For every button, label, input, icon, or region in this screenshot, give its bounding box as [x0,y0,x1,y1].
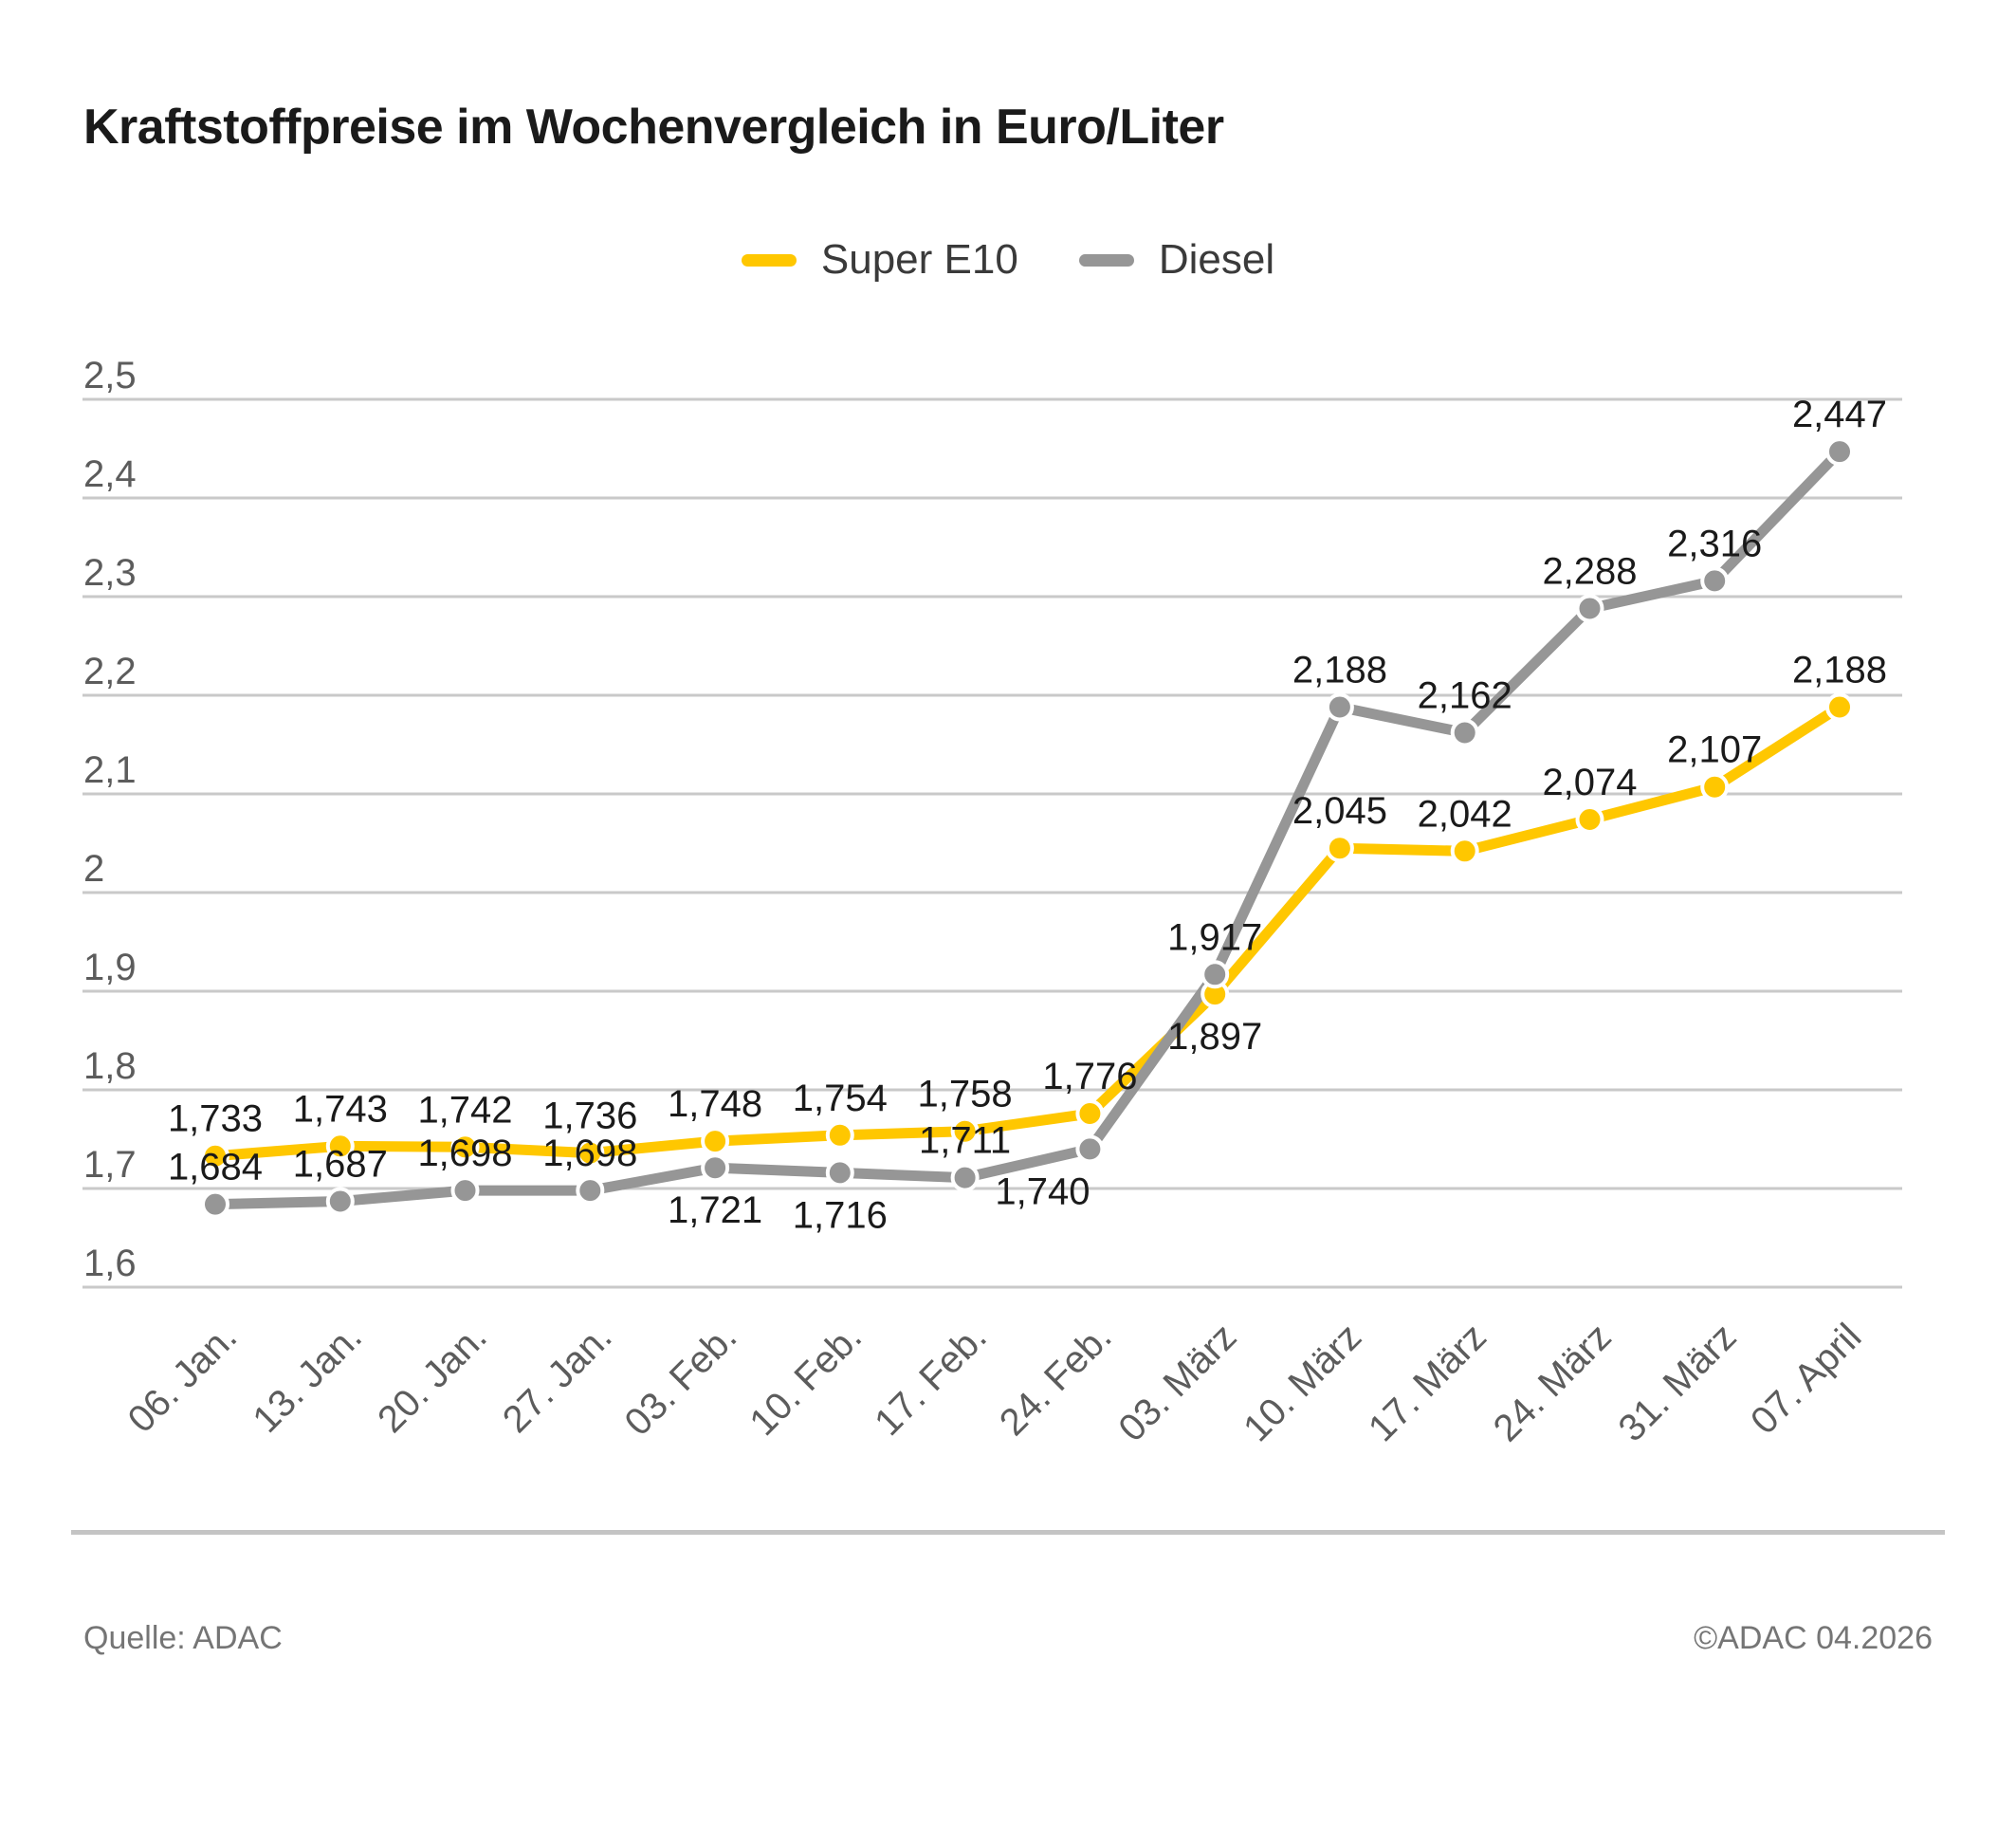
data-point-super-e10 [1575,805,1604,834]
y-tick-label: 2,5 [83,355,137,396]
data-label-diesel: 1,698 [417,1133,512,1174]
data-point-super-e10 [950,1116,980,1146]
legend-swatch-super-e10-icon [741,253,797,267]
y-tick-label: 1,6 [83,1243,137,1284]
data-point-diesel [1075,1134,1105,1164]
legend-item-diesel: Diesel [1078,236,1275,283]
x-tick-label: 31. März [1610,1316,1744,1449]
y-tick-label: 2,2 [83,651,137,692]
data-point-diesel [1700,566,1730,596]
footer-copyright: ©ADAC 04.2026 [1694,1620,1933,1656]
y-tick-label: 2,3 [83,552,137,594]
data-point-super-e10 [701,1127,730,1156]
y-tick-label: 2,4 [83,453,137,495]
data-label-diesel: 2,447 [1792,394,1887,435]
data-point-super-e10 [825,1120,854,1150]
y-tick-label: 1,9 [83,947,137,988]
legend-swatch-diesel-icon [1078,253,1134,267]
x-tick-label: 03. Feb. [617,1316,745,1444]
data-point-super-e10 [1825,692,1854,722]
series-line-diesel [210,446,1845,1210]
data-label-super-e10: 2,045 [1292,790,1387,832]
chart-title: Kraftstoffpreise im Wochenvergleich in E… [83,100,1224,155]
data-point-diesel [825,1158,854,1188]
data-label-diesel: 1,740 [995,1170,1090,1212]
data-label-super-e10: 1,742 [417,1089,512,1131]
data-point-super-e10 [1450,837,1479,866]
footer-divider [71,1530,1945,1535]
x-tick-label: 03. März [1110,1316,1244,1449]
data-point-super-e10 [450,1133,480,1162]
x-tick-label: 24. März [1486,1316,1620,1449]
x-tick-label: 06. Jan. [120,1316,246,1441]
legend: Super E10 Diesel [0,239,2016,281]
data-label-diesel: 1,721 [668,1189,762,1231]
data-point-super-e10 [325,1132,355,1161]
data-label-super-e10: 1,748 [668,1083,762,1125]
data-point-diesel [701,1153,730,1183]
data-label-super-e10: 1,897 [1167,1016,1262,1058]
data-label-super-e10: 2,107 [1667,729,1762,771]
data-label-super-e10: 1,758 [918,1074,1013,1115]
data-label-diesel: 2,188 [1292,650,1387,691]
data-label-super-e10: 1,733 [168,1098,263,1140]
series-line-super-e10 [210,702,1845,1162]
data-label-diesel: 1,684 [168,1147,263,1188]
data-point-diesel [950,1163,980,1192]
data-label-super-e10: 1,776 [1042,1056,1137,1097]
data-point-diesel [1200,960,1230,989]
data-label-super-e10: 2,042 [1418,793,1512,835]
data-point-super-e10 [1700,772,1730,801]
x-tick-label: 20. Jan. [370,1316,495,1441]
y-tick-label: 1,8 [83,1045,137,1087]
footer-source: Quelle: ADAC [83,1620,283,1656]
y-tick-label: 2,1 [83,749,137,791]
data-point-super-e10 [201,1141,229,1170]
data-label-diesel: 1,698 [542,1133,637,1174]
data-point-diesel [1575,594,1604,623]
data-point-super-e10 [576,1138,605,1168]
data-point-diesel [201,1189,229,1219]
legend-item-super-e10: Super E10 [741,236,1018,283]
data-point-diesel [325,1187,355,1216]
data-label-diesel: 2,288 [1542,551,1637,593]
data-label-diesel: 1,917 [1167,916,1262,958]
data-label-super-e10: 2,074 [1542,762,1637,803]
data-point-super-e10 [1325,834,1354,863]
data-point-diesel [576,1176,605,1206]
x-tick-label: 17. März [1361,1316,1494,1449]
x-tick-label: 27. Jan. [495,1316,620,1441]
data-label-super-e10: 1,754 [793,1078,888,1119]
x-tick-label: 10. März [1236,1316,1369,1449]
data-label-diesel: 2,316 [1667,523,1762,564]
data-label-diesel: 1,716 [793,1194,888,1236]
data-label-super-e10: 2,188 [1792,650,1887,691]
data-point-super-e10 [1075,1099,1105,1128]
x-tick-label: 24. Feb. [992,1316,1120,1444]
data-label-super-e10: 1,736 [542,1096,637,1137]
data-label-diesel: 1,687 [293,1144,388,1186]
x-tick-label: 07. April [1743,1316,1869,1442]
data-label-diesel: 1,711 [919,1120,1011,1162]
data-label-super-e10: 1,743 [293,1088,388,1130]
x-tick-label: 17. Feb. [867,1316,995,1444]
x-tick-label: 10. Feb. [742,1316,870,1444]
legend-label-diesel: Diesel [1158,236,1275,283]
data-point-diesel [1450,718,1479,747]
data-point-diesel [450,1176,480,1206]
x-tick-label: 13. Jan. [245,1316,370,1441]
data-point-diesel [1825,437,1854,467]
y-tick-label: 1,7 [83,1144,137,1186]
legend-label-super-e10: Super E10 [820,236,1018,283]
y-tick-label: 2 [83,848,104,890]
data-point-diesel [1325,692,1354,722]
data-label-diesel: 2,162 [1418,675,1512,717]
